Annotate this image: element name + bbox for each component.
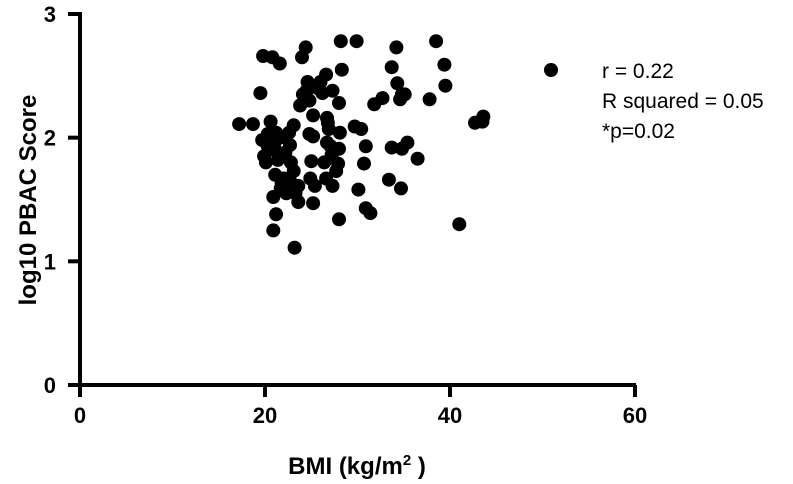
data-point	[410, 151, 425, 166]
data-point	[269, 207, 284, 222]
data-point	[363, 206, 378, 221]
data-point	[283, 138, 297, 153]
x-axis-title-sup: 2	[403, 452, 411, 469]
data-point	[357, 156, 371, 171]
y-axis-title: log10 PBAC Score	[15, 95, 42, 306]
data-point	[349, 34, 364, 49]
data-point	[438, 78, 453, 93]
data-point	[302, 93, 317, 108]
data-point	[429, 34, 444, 49]
x-tick-label: 40	[438, 403, 462, 428]
y-tick-label: 2	[44, 126, 56, 151]
y-tick-label: 0	[44, 373, 56, 398]
data-point	[272, 56, 287, 71]
data-point	[320, 115, 335, 130]
data-point	[384, 140, 399, 155]
data-point	[291, 195, 306, 209]
data-point	[304, 154, 319, 169]
data-point	[325, 178, 340, 193]
data-point	[351, 182, 366, 197]
data-point	[246, 117, 260, 132]
data-point	[306, 196, 321, 211]
data-point	[354, 122, 369, 136]
stat-r: r = 0.22	[602, 60, 674, 83]
data-point	[323, 139, 338, 154]
data-point	[476, 109, 491, 124]
data-point	[306, 108, 321, 123]
data-point	[232, 117, 247, 132]
x-tick-label: 0	[74, 403, 86, 428]
data-point	[332, 212, 346, 227]
stat-r-squared: R squared = 0.05	[602, 90, 764, 113]
data-point	[332, 96, 346, 110]
data-point	[375, 91, 390, 106]
axes: 0 1 2 3 0 20 40 60	[44, 2, 647, 428]
data-point	[390, 76, 405, 91]
data-point	[452, 217, 467, 232]
data-point	[437, 57, 452, 72]
data-point	[334, 62, 349, 77]
data-point	[300, 75, 315, 89]
y-ticks: 0 1 2 3	[44, 2, 80, 398]
stat-p-value: *p=0.02	[602, 120, 675, 143]
legend-marker	[544, 63, 558, 77]
data-point	[394, 181, 408, 196]
data-point	[389, 40, 404, 55]
x-tick-label: 60	[623, 403, 647, 428]
data-points	[232, 34, 491, 255]
data-point	[287, 240, 302, 255]
x-axis-title-main: BMI (kg/m	[288, 453, 403, 480]
data-point	[258, 155, 273, 170]
data-point	[291, 178, 306, 193]
data-point	[397, 87, 412, 102]
data-point	[266, 190, 281, 204]
data-point	[325, 83, 340, 98]
data-point	[422, 92, 437, 107]
x-axis-title: BMI (kg/m2 )	[288, 452, 426, 480]
data-point	[394, 141, 409, 156]
data-point	[381, 172, 396, 187]
x-ticks: 0 20 40 60	[74, 385, 647, 428]
data-point	[332, 125, 347, 140]
data-point	[384, 60, 399, 75]
data-point	[333, 34, 348, 49]
data-point	[307, 178, 322, 193]
data-point	[306, 129, 321, 144]
data-point	[266, 223, 281, 238]
y-tick-label: 1	[44, 249, 56, 274]
data-point	[331, 156, 346, 171]
data-point	[298, 40, 313, 55]
data-point	[319, 67, 334, 82]
x-axis-title-suffix: )	[411, 453, 426, 480]
data-point	[358, 139, 373, 154]
y-tick-label: 3	[44, 2, 56, 27]
data-point	[286, 118, 301, 133]
data-point	[263, 114, 278, 129]
data-point	[253, 86, 268, 101]
x-tick-label: 20	[253, 403, 277, 428]
